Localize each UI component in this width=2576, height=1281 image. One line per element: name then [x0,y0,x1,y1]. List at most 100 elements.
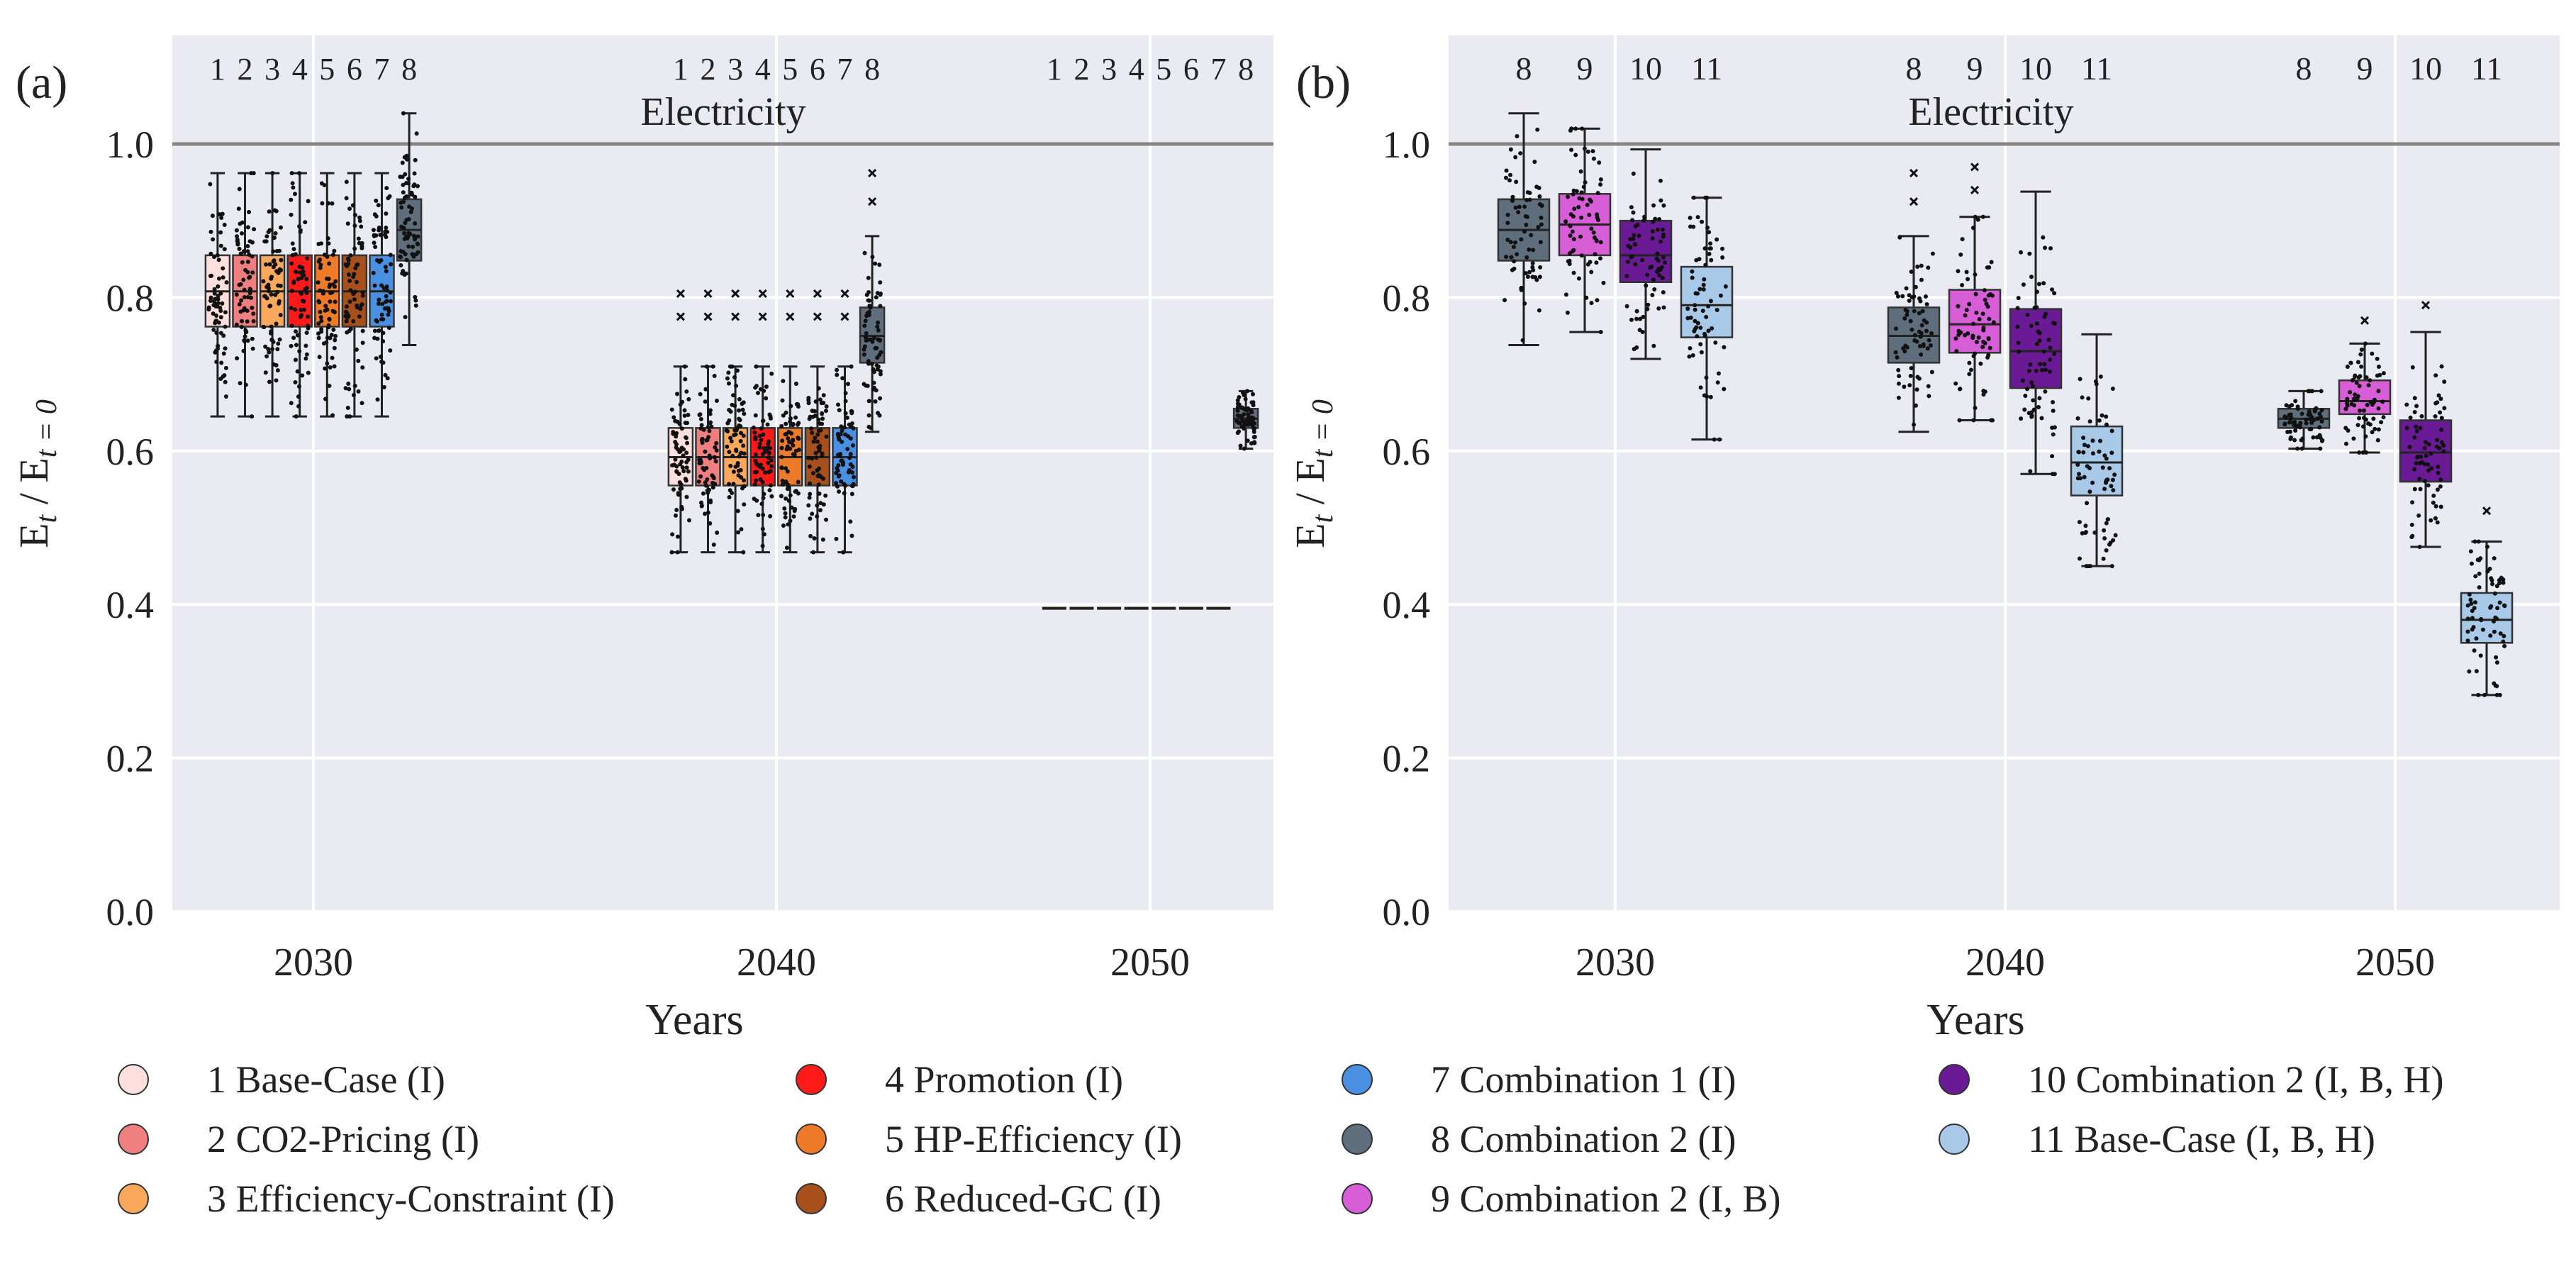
data-point [843,399,848,404]
data-point [2100,465,2105,470]
data-point [318,257,323,262]
data-point [343,262,348,267]
data-point [878,372,883,377]
data-point [1598,240,1603,245]
data-point [876,364,881,369]
data-point [235,234,240,239]
data-point [2474,636,2479,641]
data-point [358,306,363,311]
data-point [245,260,250,265]
data-point [1978,361,1983,366]
data-point [710,480,715,485]
data-point [294,329,299,334]
data-point [247,239,252,244]
data-point [808,516,813,521]
data-point [1579,190,1584,195]
data-point [1524,255,1529,260]
data-point [1970,226,1975,231]
data-point [352,223,357,228]
box-2040-scenario-3 [722,289,749,555]
box-2040-scenario-5 [777,289,803,554]
data-point [331,327,336,332]
data-point [865,383,870,388]
data-point [316,321,321,326]
data-point [1531,248,1536,253]
data-point [781,413,786,418]
data-point [755,391,760,396]
data-point [841,550,846,555]
data-point [2345,364,2350,369]
scenario-number-label: 3 [1101,52,1117,87]
data-point [1235,409,1240,414]
data-point [272,235,277,240]
data-point [762,532,766,537]
data-point [851,426,856,431]
data-point [734,447,739,452]
data-point [377,301,381,306]
data-point [836,462,841,467]
data-point [218,331,223,336]
data-point [243,328,248,333]
data-point [2492,629,2497,634]
data-point [869,362,874,367]
data-point [240,260,245,265]
data-point [1927,394,1931,399]
data-point [1703,195,1708,200]
data-point [698,426,703,431]
data-point [377,297,381,302]
data-point [674,434,679,439]
data-point [762,449,767,454]
y-axis-label-subscript: t [1307,514,1339,523]
scenario-number-label: 9 [1967,50,1983,87]
data-point [327,317,332,322]
data-point [2370,430,2375,435]
data-point [793,489,798,494]
data-point [2476,692,2481,697]
data-point [2343,406,2348,411]
data-point [239,298,244,303]
data-point [807,495,812,500]
data-point [375,397,380,402]
data-point [1896,381,1901,386]
data-point [1519,237,1524,242]
data-point [413,303,418,308]
data-point [1565,310,1570,315]
data-point [1912,422,1917,427]
data-point [1691,224,1696,229]
data-point [1986,353,1991,357]
data-point [849,533,854,538]
box-2050-scenario-8 [1232,389,1259,451]
data-point [734,384,739,389]
data-point [2112,472,2117,477]
data-point [1690,353,1695,358]
data-point [877,413,882,418]
data-point [2052,472,2057,477]
data-point [727,482,732,487]
data-point [808,481,813,486]
data-point [2364,375,2369,380]
data-point [1249,410,1254,415]
data-point [214,360,219,365]
data-point [2419,414,2424,418]
data-point [1661,255,1666,260]
data-point [2094,382,2099,387]
data-point [2422,445,2427,450]
scenario-number-label: 4 [292,52,308,87]
data-point [212,291,217,296]
data-point [813,436,818,440]
data-point [357,215,362,220]
data-point [1524,222,1529,227]
data-point [2429,518,2433,523]
data-point [766,460,771,465]
data-point [1713,340,1718,345]
data-point [696,479,701,484]
outlier-marker [676,289,685,299]
data-point [768,445,773,450]
data-point [841,460,846,465]
data-point [1909,269,1914,274]
data-point [1661,232,1666,237]
data-point [731,482,736,487]
scenario-number-label: 3 [727,52,743,87]
data-point [345,256,350,261]
data-point [2433,516,2438,521]
